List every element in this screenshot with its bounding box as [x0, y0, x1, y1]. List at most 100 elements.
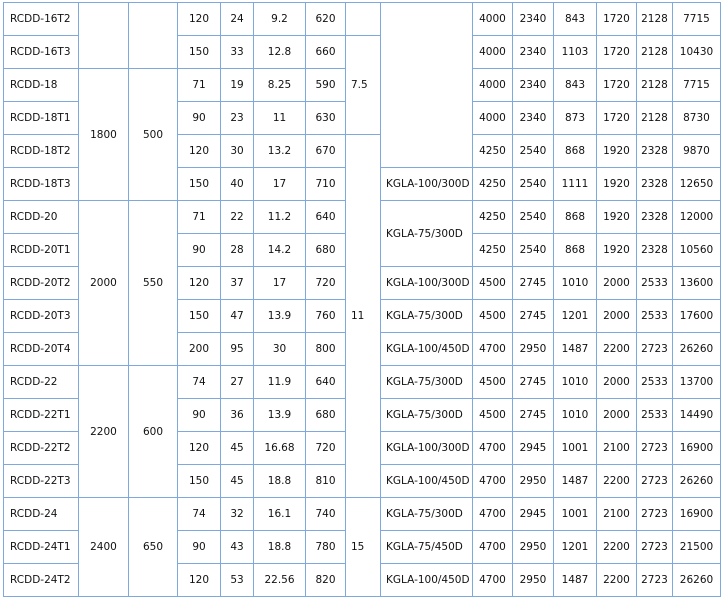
table-cell: 2950	[512, 332, 554, 366]
table-cell: 2000	[596, 266, 637, 300]
table-cell: 10560	[672, 233, 721, 267]
table-cell: 8730	[672, 101, 721, 135]
table-cell: 11	[253, 101, 306, 135]
table-cell: 4700	[472, 530, 513, 564]
table-cell: 2200	[596, 530, 637, 564]
model-cell: RCDD-18	[3, 68, 79, 102]
table-cell: 4500	[472, 299, 513, 333]
table-row: RCDD-22T3 150 45 18.8 810 KGLA-100/450D 4700 29…	[3, 464, 721, 498]
table-cell: 2533	[636, 365, 673, 399]
table-cell: 2745	[512, 365, 554, 399]
table-cell: 2540	[512, 200, 554, 234]
model-cell: RCDD-18T2	[3, 134, 79, 168]
table-cell: 590	[305, 68, 346, 102]
table-cell: 2328	[636, 233, 673, 267]
table-row: RCDD-24T1 90 43 18.8 780 KGLA-75/450D 4700 2950…	[3, 530, 721, 564]
table-cell: 1920	[596, 134, 637, 168]
table-cell: 36	[220, 398, 254, 432]
table-cell: 11	[345, 134, 381, 498]
table-cell: 24	[220, 2, 254, 36]
table-cell: 7.5	[345, 35, 381, 135]
table-cell: KGLA-100/450D	[380, 563, 473, 597]
table-cell: 18.8	[253, 530, 306, 564]
table-cell: 13600	[672, 266, 721, 300]
table-cell: KGLA-75/300D	[380, 497, 473, 531]
table-cell: 2000	[596, 365, 637, 399]
table-cell: 120	[177, 2, 221, 36]
table-cell: 2200	[596, 563, 637, 597]
table-cell: KGLA-100/450D	[380, 332, 473, 366]
table-cell: 2745	[512, 398, 554, 432]
table-cell: 843	[553, 2, 597, 36]
table-cell: 43	[220, 530, 254, 564]
table-cell: 1920	[596, 167, 637, 201]
table-cell: 11.2	[253, 200, 306, 234]
table-cell: 2723	[636, 497, 673, 531]
table-cell: 28	[220, 233, 254, 267]
table-cell: 1010	[553, 266, 597, 300]
model-cell: RCDD-22T3	[3, 464, 79, 498]
table-cell: 7715	[672, 68, 721, 102]
table-row: RCDD-16T2 120 24 9.2 620 4000 2340 843 1720 2128 7…	[3, 2, 721, 168]
table-cell: 2000	[78, 200, 129, 366]
table-cell: 40	[220, 167, 254, 201]
table-cell: 2000	[596, 299, 637, 333]
table-cell: 680	[305, 233, 346, 267]
table-cell: 2745	[512, 266, 554, 300]
table-cell: 120	[177, 431, 221, 465]
table-cell: 22	[220, 200, 254, 234]
table-cell: 2200	[596, 464, 637, 498]
table-row: RCDD-20T1 90 28 14.2 680 4250 2540 868 1920 2328 1…	[3, 233, 721, 267]
table-cell: 2328	[636, 200, 673, 234]
table-cell: 2723	[636, 431, 673, 465]
table-row: RCDD-22T1 90 36 13.9 680 KGLA-75/300D 4500 2745…	[3, 398, 721, 432]
table-cell: KGLA-100/300D	[380, 167, 473, 201]
table-cell: 1720	[596, 35, 637, 69]
table-cell: 500	[128, 68, 178, 201]
table-cell: 2723	[636, 332, 673, 366]
table-cell: 14490	[672, 398, 721, 432]
table-cell: 550	[128, 200, 178, 366]
table-cell: 16900	[672, 497, 721, 531]
table-cell: 2723	[636, 530, 673, 564]
table-cell: 4250	[472, 233, 513, 267]
table-cell: 45	[220, 464, 254, 498]
table-cell	[380, 2, 473, 168]
table-cell: 640	[305, 200, 346, 234]
table-cell: 90	[177, 530, 221, 564]
table-cell: 4250	[472, 167, 513, 201]
model-cell: RCDD-24	[3, 497, 79, 531]
model-cell: RCDD-16T2	[3, 2, 79, 36]
table-cell: 17	[253, 167, 306, 201]
table-cell: 660	[305, 35, 346, 69]
table-cell: 11.9	[253, 365, 306, 399]
table-cell: 4250	[472, 200, 513, 234]
table-cell: 2000	[596, 398, 637, 432]
model-cell: RCDD-20T2	[3, 266, 79, 300]
table-cell: 22.56	[253, 563, 306, 597]
table-cell: 1201	[553, 530, 597, 564]
table-cell: 2128	[636, 68, 673, 102]
table-cell: 120	[177, 563, 221, 597]
table-cell: 710	[305, 167, 346, 201]
table-cell: 13700	[672, 365, 721, 399]
table-cell: 13.2	[253, 134, 306, 168]
table-cell: 120	[177, 266, 221, 300]
table-cell: 150	[177, 167, 221, 201]
table-cell: 1720	[596, 68, 637, 102]
table-row: RCDD-22 2200 600 74 27 11.9 640 KGLA-75/300D 450…	[3, 365, 721, 498]
model-cell: RCDD-20T3	[3, 299, 79, 333]
table-cell: 843	[553, 68, 597, 102]
table-cell: 4700	[472, 332, 513, 366]
model-cell: RCDD-20T1	[3, 233, 79, 267]
table-cell: 2540	[512, 167, 554, 201]
model-cell: RCDD-20	[3, 200, 79, 234]
table-cell: 8.25	[253, 68, 306, 102]
table-cell: 4500	[472, 398, 513, 432]
table-cell: 1201	[553, 299, 597, 333]
table-cell: 780	[305, 530, 346, 564]
table-cell: 21500	[672, 530, 721, 564]
table-cell: 17600	[672, 299, 721, 333]
table-row: RCDD-18T3 150 40 17 710 KGLA-100/300D 4250 2540…	[3, 167, 721, 201]
table-row: RCDD-18 1800 500 71 19 8.25 590 4000 2340 843 1720…	[3, 68, 721, 201]
